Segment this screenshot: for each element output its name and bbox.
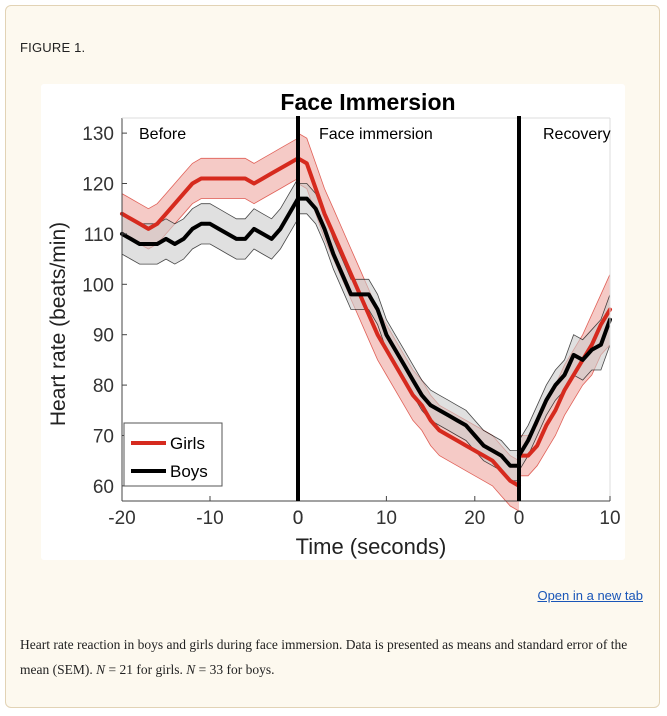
caption-n-var-boys: N — [186, 662, 196, 677]
y-tick-label-110: 110 — [84, 225, 114, 246]
chart-text: Face Immersion Time (seconds) Heart rate… — [47, 89, 611, 559]
legend-box — [123, 422, 223, 487]
figure-card: FIGURE 1. 60 70 80 90 100 110 120 130 -20 -10 0 0 10… — [5, 5, 660, 708]
x-tick-label-1-0: 0 — [293, 508, 304, 529]
y-tick-label-70: 70 — [93, 426, 114, 447]
mean-line-boys-1 — [296, 196, 521, 468]
legend-label-boys: Boys — [170, 462, 208, 481]
mean-line-girls-2 — [517, 307, 612, 458]
x-tick-label-2-1: 10 — [599, 508, 620, 529]
y-tick-label-90: 90 — [93, 326, 114, 347]
sem-upper-edge-girls-0 — [121, 137, 299, 210]
legend-label-girls: Girls — [170, 434, 205, 453]
phase-label-face-immersion: Face immersion — [319, 126, 433, 143]
x-axis-label: Time (seconds) — [296, 534, 447, 559]
x-tick-label-2-0: 0 — [514, 508, 525, 529]
y-tick-label-130: 130 — [82, 124, 114, 145]
x-tick-label-1-1: 10 — [376, 508, 397, 529]
mean-line-girls-0 — [120, 156, 300, 231]
sem-lower-edge-boys-0 — [121, 218, 299, 265]
x-tick-label-1-2: 20 — [464, 508, 485, 529]
mean-lines — [120, 156, 612, 488]
y-tick-label-120: 120 — [82, 175, 114, 196]
open-in-new-tab-link[interactable]: Open in a new tab — [537, 588, 643, 603]
y-tick-label-100: 100 — [82, 275, 114, 296]
caption-n-var-girls: N — [96, 662, 106, 677]
caption-n-boys: = 33 for boys. — [195, 662, 275, 677]
figure-label: FIGURE 1. — [20, 40, 86, 55]
y-tick-label-80: 80 — [93, 376, 114, 397]
figure-caption: Heart rate reaction in boys and girls du… — [20, 632, 645, 682]
chart-title: Face Immersion — [280, 89, 455, 115]
y-tick-label-60: 60 — [93, 477, 114, 498]
caption-n-girls: = 21 for girls. — [105, 662, 183, 677]
mean-line-girls-1 — [296, 156, 521, 488]
x-tick-label-0-1: -10 — [196, 508, 223, 529]
phase-label-recovery: Recovery — [543, 126, 611, 143]
y-axis-label: Heart rate (beats/min) — [47, 222, 70, 426]
x-tick-label-0-2: 0 — [293, 508, 304, 529]
phase-label-before: Before — [139, 126, 186, 143]
sem-upper-edge-boys-0 — [121, 178, 299, 225]
sem-band-girls-1 — [298, 133, 519, 512]
sem-upper-edge-boys-2 — [518, 294, 611, 441]
x-tick-label-0-0: -20 — [108, 508, 135, 529]
mean-line-boys-0 — [120, 196, 300, 246]
figure-image: 60 70 80 90 100 110 120 130 -20 -10 0 0 10 20 0 10 Face… — [41, 84, 625, 560]
caption-text: Heart rate reaction in boys and girls du… — [20, 637, 628, 677]
legend: Girls Boys — [123, 422, 223, 487]
mean-line-boys-2 — [517, 317, 612, 458]
sem-band-boys-2 — [519, 294, 610, 471]
sem-band-boys-0 — [122, 178, 298, 265]
